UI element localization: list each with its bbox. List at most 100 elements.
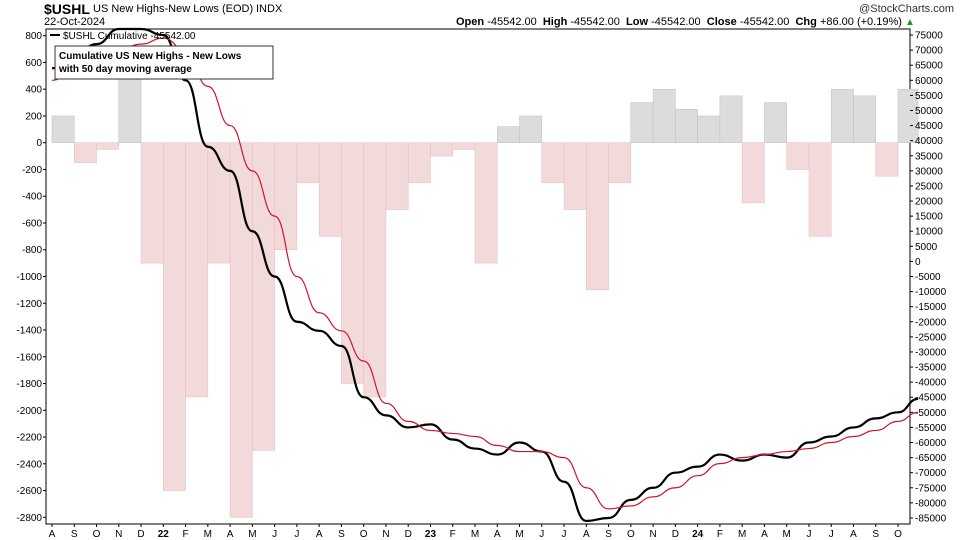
x-tick-label: J bbox=[539, 529, 544, 540]
right-tick-label: -15000 bbox=[915, 302, 947, 313]
histogram-bar bbox=[163, 142, 186, 491]
chart-symbol: $USHL bbox=[44, 1, 90, 17]
right-tick-label: 5000 bbox=[915, 242, 938, 253]
right-tick-label: -75000 bbox=[915, 483, 947, 494]
histogram-bar bbox=[830, 88, 854, 143]
right-tick-label: -35000 bbox=[915, 363, 947, 374]
left-tick-label: -1800 bbox=[16, 379, 42, 390]
high-label: High bbox=[542, 16, 568, 28]
left-tick-label: -2000 bbox=[16, 406, 42, 417]
left-tick-label: 600 bbox=[25, 58, 42, 69]
histogram-bar bbox=[652, 88, 676, 143]
right-tick-label: -30000 bbox=[915, 347, 947, 358]
left-tick-label: -600 bbox=[22, 218, 42, 229]
right-tick-label: 60000 bbox=[915, 76, 943, 87]
x-tick-label: D bbox=[137, 529, 144, 540]
histogram-bar bbox=[452, 142, 476, 150]
right-tick-label: 70000 bbox=[915, 46, 943, 57]
x-tick-label: S bbox=[605, 529, 612, 540]
histogram-bar bbox=[430, 142, 453, 157]
legend-series-label: $USHL Cumulative -45542.00 bbox=[63, 31, 196, 42]
histogram-bar bbox=[808, 142, 832, 237]
x-tick-label: N bbox=[382, 529, 389, 540]
left-tick-label: -1600 bbox=[16, 352, 42, 363]
high-value: -45542.00 bbox=[570, 16, 620, 28]
open-label: Open bbox=[456, 16, 485, 28]
left-tick-label: -2800 bbox=[16, 513, 42, 524]
right-tick-label: 20000 bbox=[915, 197, 943, 208]
histogram-bar bbox=[563, 142, 587, 210]
histogram-bar bbox=[274, 142, 298, 250]
left-tick-label: 0 bbox=[36, 138, 42, 149]
x-tick-label: A bbox=[49, 529, 56, 540]
left-axis: 800 600 400 200 0 -200 -400 -600 -800 -1000 -1200 -… bbox=[16, 31, 46, 524]
left-tick-label: -2200 bbox=[16, 433, 42, 444]
histogram-bar bbox=[318, 142, 342, 237]
left-tick-label: 800 bbox=[25, 31, 42, 42]
histogram-bar bbox=[586, 142, 609, 291]
right-tick-label: 15000 bbox=[915, 212, 943, 223]
x-tick-label: D bbox=[405, 529, 412, 540]
histogram-bar bbox=[474, 142, 498, 264]
left-tick-label: -800 bbox=[22, 245, 42, 256]
histogram-bar bbox=[764, 102, 787, 143]
histogram-bar bbox=[185, 142, 209, 398]
x-tick-label: A bbox=[583, 529, 590, 540]
right-tick-label: 35000 bbox=[915, 151, 943, 162]
histogram-bar bbox=[96, 142, 120, 150]
chart-date: 22-Oct-2024 bbox=[44, 16, 106, 28]
low-value: -45542.00 bbox=[651, 16, 701, 28]
open-value: -45542.00 bbox=[487, 16, 537, 28]
x-tick-label: S bbox=[338, 529, 345, 540]
x-tick-label: M bbox=[248, 529, 256, 540]
x-tick-label: O bbox=[360, 529, 368, 540]
right-tick-label: 30000 bbox=[915, 166, 943, 177]
histogram-bar bbox=[630, 102, 654, 143]
right-axis: 7500070000650006000055000500004500040000… bbox=[910, 31, 947, 524]
x-tick-label: O bbox=[894, 529, 902, 540]
x-tick-label: F bbox=[717, 529, 723, 540]
right-tick-label: 50000 bbox=[915, 106, 943, 117]
right-tick-label: -85000 bbox=[915, 513, 947, 524]
annotation-line-1: Cumulative US New Highs - New Lows bbox=[59, 51, 242, 62]
x-tick-label: N bbox=[649, 529, 656, 540]
x-tick-label: N bbox=[115, 529, 122, 540]
x-tick-label: A bbox=[761, 529, 768, 540]
x-tick-label: J bbox=[272, 529, 277, 540]
x-axis: A S O N D 22 F M A M J J A S O N D 23 F M A M J J A S O N D 24 F M A M J J A… bbox=[49, 524, 902, 540]
series-legend: $USHL Cumulative -45542.00 bbox=[50, 31, 196, 42]
histogram-bar bbox=[140, 142, 164, 264]
histogram-bar bbox=[541, 142, 565, 184]
left-tick-label: -1200 bbox=[16, 299, 42, 310]
histogram-bar bbox=[497, 126, 520, 143]
histogram-bar bbox=[407, 142, 431, 184]
histogram-bar bbox=[897, 88, 919, 143]
histogram-bar bbox=[385, 142, 409, 210]
x-tick-label: M bbox=[783, 529, 791, 540]
right-tick-label: 65000 bbox=[915, 61, 943, 72]
right-tick-label: 55000 bbox=[915, 91, 943, 102]
brand-link[interactable]: @StockCharts.com bbox=[859, 3, 954, 15]
x-tick-label: F bbox=[183, 529, 189, 540]
x-tick-label: M bbox=[738, 529, 746, 540]
x-tick-label: A bbox=[850, 529, 857, 540]
annotation-line-2: with 50 day moving average bbox=[58, 64, 192, 75]
histogram-layer bbox=[51, 75, 919, 518]
x-tick-label: O bbox=[627, 529, 635, 540]
left-tick-label: -400 bbox=[22, 192, 42, 203]
left-tick-label: -2600 bbox=[16, 486, 42, 497]
change-value: +86.00 (+0.19%) bbox=[819, 16, 902, 28]
x-tick-label: 24 bbox=[692, 529, 704, 540]
right-tick-label: -10000 bbox=[915, 287, 947, 298]
right-tick-label: -55000 bbox=[915, 423, 947, 434]
x-tick-label: M bbox=[204, 529, 212, 540]
x-tick-label: S bbox=[71, 529, 78, 540]
annotation-box[interactable]: Cumulative US New Highs - New Lows with … bbox=[54, 45, 274, 80]
cumulative-line bbox=[51, 27, 919, 523]
right-tick-label: -65000 bbox=[915, 453, 947, 464]
right-tick-label: -70000 bbox=[915, 468, 947, 479]
close-value: -45542.00 bbox=[739, 16, 790, 28]
close-label: Close bbox=[706, 16, 737, 28]
histogram-bar bbox=[853, 95, 876, 143]
